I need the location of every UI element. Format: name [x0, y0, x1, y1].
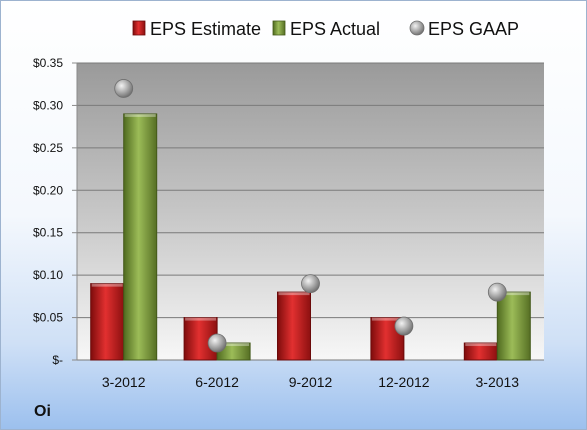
x-tick-label: 3-2012: [102, 374, 146, 390]
marker-eps-gaap: [301, 274, 320, 294]
y-tick-label: $0.05: [33, 311, 63, 325]
bar-highlight: [124, 113, 156, 117]
bars-layer: [90, 113, 531, 361]
bar-eps-estimate: [90, 283, 125, 361]
bar-highlight: [498, 292, 530, 296]
x-tick-label: 9-2012: [289, 374, 333, 390]
legend-swatch: [132, 20, 146, 36]
bar-highlight: [91, 283, 123, 287]
markers-layer: [114, 79, 507, 353]
bar-highlight: [278, 292, 310, 296]
x-axis: 3-2012 6-2012 9-2012 12-2012 3-2013: [102, 374, 519, 390]
legend-label: EPS GAAP: [428, 19, 519, 39]
legend-swatch: [409, 20, 425, 36]
y-tick-label: $0.15: [33, 226, 63, 240]
legend: EPS Estimate EPS Actual EPS GAAP: [132, 19, 519, 39]
y-tick-label: $0.30: [33, 98, 63, 112]
x-tick-label: 6-2012: [195, 374, 239, 390]
bar-eps-estimate: [277, 291, 311, 361]
y-tick-label: $-: [52, 353, 63, 367]
legend-label: EPS Actual: [290, 19, 380, 39]
bar-highlight: [218, 343, 250, 347]
y-tick-label: $0.10: [33, 268, 63, 282]
marker-eps-gaap: [487, 282, 507, 302]
y-tick-label: $0.35: [33, 56, 63, 70]
bar-highlight: [371, 317, 403, 321]
bar-eps-estimate: [183, 317, 218, 361]
bar-eps-estimate: [370, 317, 405, 361]
marker-eps-gaap: [114, 79, 134, 98]
y-tick-label: $0.25: [33, 141, 63, 155]
x-tick-label: 3-2013: [476, 374, 520, 390]
y-tick-label: $0.20: [33, 183, 63, 197]
marker-eps-gaap: [394, 316, 414, 336]
company-label: Oi: [34, 403, 51, 420]
legend-swatch: [272, 20, 286, 36]
marker-eps-gaap: [207, 333, 227, 353]
y-axis: $- $0.05 $0.10 $0.15 $0.20 $0.25 $0.30 $0.35: [33, 56, 78, 367]
x-tick-label: 12-2012: [378, 374, 430, 390]
bar-eps-actual: [496, 291, 531, 361]
bar-highlight: [465, 343, 497, 347]
bar-eps-actual: [123, 113, 158, 361]
legend-label: EPS Estimate: [150, 19, 261, 39]
bar-highlight: [185, 317, 217, 321]
